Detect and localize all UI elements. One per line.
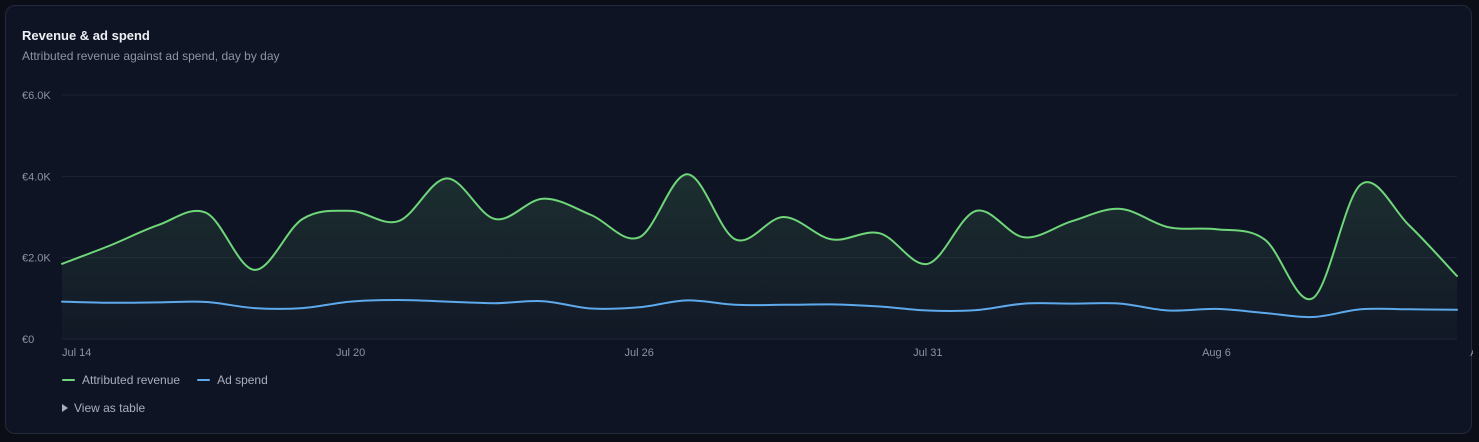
x-tick-label: Jul 31 — [913, 347, 942, 359]
caret-right-icon — [62, 404, 68, 412]
y-axis-ticks: €0 €2.0K €4.0K €6.0K — [22, 90, 51, 346]
chart-legend: Attributed revenue Ad spend — [62, 373, 268, 387]
chart-subtitle: Attributed revenue against ad spend, day… — [22, 49, 280, 63]
revenue-spend-line-chart: €0€2.0K€4.0K€6.0K Jul 14 Jul 20 Jul 26 Jul … — [22, 90, 1473, 359]
legend-item-spend[interactable]: Ad spend — [197, 373, 268, 387]
y-tick-label: €4.0K — [22, 171, 51, 183]
legend-swatch-spend — [197, 379, 211, 381]
y-tick-label: €6.0K — [22, 90, 51, 102]
x-tick-label: Jul 14 — [62, 347, 91, 359]
x-tick-label: Jul 20 — [336, 347, 365, 359]
chart-title: Revenue & ad spend — [22, 28, 150, 43]
view-as-table-toggle[interactable]: View as table — [62, 401, 145, 415]
chart-card: Revenue & ad spend Attributed revenue ag… — [5, 5, 1473, 434]
y-tick-label: €0 — [22, 334, 34, 346]
legend-label-revenue: Attributed revenue — [82, 373, 181, 387]
attributed-revenue-line — [61, 173, 1458, 301]
view-as-table-label: View as table — [74, 401, 146, 415]
attributed-revenue-area — [62, 174, 1457, 339]
x-axis-ticks: Jul 14 Jul 20 Jul 26 Jul 31 Aug 6 Aug 12 — [62, 347, 1473, 359]
legend-item-revenue[interactable]: Attributed revenue — [62, 373, 180, 387]
series-layer — [61, 173, 1458, 339]
y-tick-label: €2.0K — [22, 253, 51, 265]
x-tick-label: Aug 6 — [1202, 347, 1231, 359]
legend-label-spend: Ad spend — [217, 373, 268, 387]
x-tick-label: Aug 12 — [1470, 347, 1473, 359]
ad-spend-line — [61, 299, 1458, 319]
legend-swatch-revenue — [62, 379, 75, 381]
x-tick-label: Jul 26 — [625, 347, 654, 359]
